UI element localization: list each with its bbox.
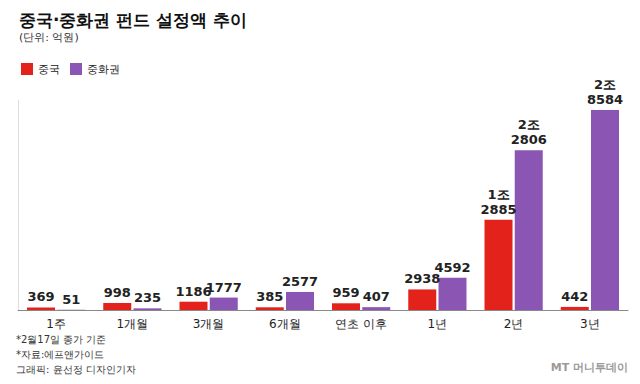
svg-text:*2월17일 종가 기준: *2월17일 종가 기준: [16, 334, 106, 345]
svg-text:중국·중화권 펀드 설정액 추이: 중국·중화권 펀드 설정액 추이: [19, 10, 247, 30]
svg-text:MT 머니투데이: MT 머니투데이: [551, 361, 628, 374]
svg-text:2885: 2885: [480, 202, 516, 217]
svg-text:8584: 8584: [587, 92, 623, 107]
svg-text:4592: 4592: [434, 260, 470, 275]
svg-text:2년: 2년: [504, 317, 524, 331]
svg-text:385: 385: [256, 289, 283, 304]
svg-text:중국: 중국: [38, 63, 60, 76]
svg-text:959: 959: [332, 285, 359, 300]
svg-text:*자료:에프앤가이드: *자료:에프앤가이드: [16, 349, 104, 360]
svg-text:그래픽: 윤선정 디자인기자: 그래픽: 윤선정 디자인기자: [16, 364, 136, 375]
svg-text:2806: 2806: [511, 132, 547, 147]
svg-text:235: 235: [134, 290, 161, 305]
svg-text:51: 51: [62, 292, 80, 307]
svg-text:1조: 1조: [487, 187, 509, 202]
svg-text:1개월: 1개월: [117, 317, 149, 331]
svg-text:2조: 2조: [518, 117, 540, 132]
svg-text:2577: 2577: [282, 274, 318, 289]
svg-text:1186: 1186: [175, 283, 212, 299]
svg-text:407: 407: [363, 289, 390, 304]
svg-text:(단위: 억원): (단위: 억원): [19, 31, 79, 44]
svg-text:중화권: 중화권: [87, 63, 120, 76]
svg-text:1년: 1년: [428, 317, 448, 331]
svg-text:442: 442: [561, 289, 588, 304]
svg-text:6개월: 6개월: [269, 317, 301, 331]
svg-text:3년: 3년: [580, 317, 600, 331]
svg-text:369: 369: [27, 289, 54, 304]
svg-text:998: 998: [104, 285, 131, 300]
svg-text:1777: 1777: [206, 280, 242, 295]
svg-text:연초 이후: 연초 이후: [335, 317, 387, 331]
svg-text:2조: 2조: [594, 77, 616, 92]
svg-text:3개월: 3개월: [193, 317, 225, 331]
svg-text:2938: 2938: [404, 271, 441, 287]
svg-text:1주: 1주: [46, 317, 66, 331]
